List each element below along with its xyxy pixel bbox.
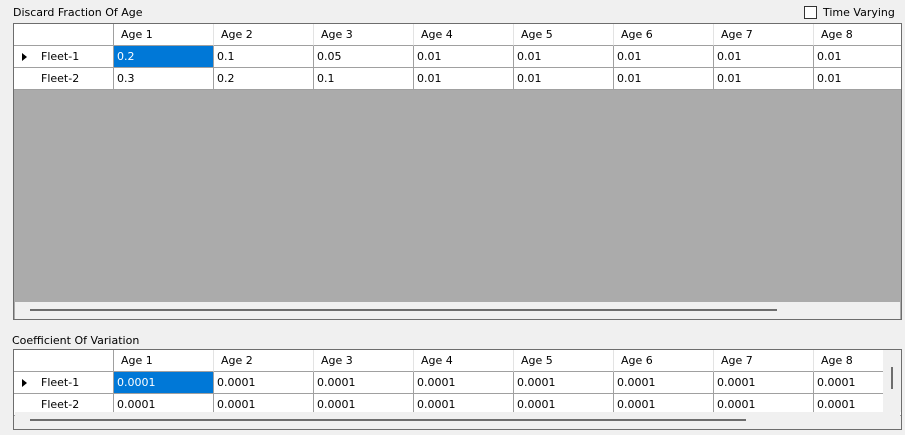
- discard-cell[interactable]: 0.01: [614, 68, 714, 90]
- discard-cell[interactable]: 0.01: [714, 46, 814, 68]
- current-row-arrow-icon: [22, 379, 27, 387]
- discard-grid-scroll-thumb[interactable]: [30, 309, 777, 311]
- discard-row-label: Fleet-2: [41, 72, 80, 85]
- discard-cell[interactable]: 0.3: [114, 68, 214, 90]
- cov-grid-vertical-scrollbar[interactable]: [883, 350, 901, 412]
- cov-column-header-4[interactable]: Age 4: [414, 350, 514, 372]
- cov-column-header-6[interactable]: Age 6: [614, 350, 714, 372]
- discard-cell[interactable]: 0.01: [614, 46, 714, 68]
- discard-column-header-4[interactable]: Age 4: [414, 24, 514, 46]
- cov-row-label: Fleet-2: [41, 398, 80, 411]
- discard-cell[interactable]: 0.01: [714, 68, 814, 90]
- cov-column-header-1[interactable]: Age 1: [114, 350, 214, 372]
- discard-cell[interactable]: 0.2: [214, 68, 314, 90]
- discard-row-label: Fleet-1: [41, 50, 80, 63]
- cov-cell[interactable]: 0.0001: [414, 372, 514, 394]
- discard-column-header-3[interactable]: Age 3: [314, 24, 414, 46]
- coefficient-variation-grid[interactable]: Age 1 Age 2 Age 3 Age 4 Age 5 Age 6 Age 7 Age 8…: [13, 349, 902, 430]
- discard-cell[interactable]: 0.01: [414, 68, 514, 90]
- cov-column-header-3[interactable]: Age 3: [314, 350, 414, 372]
- discard-row-header-2[interactable]: Fleet-2: [14, 68, 114, 90]
- discard-cell[interactable]: 0.2: [114, 46, 214, 68]
- time-varying-label: Time Varying: [823, 6, 895, 19]
- grid-corner-header: [14, 350, 114, 372]
- current-row-arrow-icon: [22, 53, 27, 61]
- discard-cell[interactable]: 0.01: [414, 46, 514, 68]
- discard-cell[interactable]: 0.01: [514, 46, 614, 68]
- cov-cell[interactable]: 0.0001: [414, 394, 514, 416]
- time-varying-checkbox[interactable]: [804, 6, 817, 19]
- discard-cell[interactable]: 0.05: [314, 46, 414, 68]
- cov-cell[interactable]: 0.0001: [514, 372, 614, 394]
- discard-column-header-7[interactable]: Age 7: [714, 24, 814, 46]
- discard-row-header-1[interactable]: Fleet-1: [14, 46, 114, 68]
- cov-column-header-8[interactable]: Age 8: [814, 350, 901, 372]
- cov-grid-scroll-thumb[interactable]: [30, 419, 746, 421]
- cov-cell[interactable]: 0.0001: [314, 372, 414, 394]
- cov-column-header-5[interactable]: Age 5: [514, 350, 614, 372]
- discard-column-header-1[interactable]: Age 1: [114, 24, 214, 46]
- discard-column-header-5[interactable]: Age 5: [514, 24, 614, 46]
- cov-column-header-7[interactable]: Age 7: [714, 350, 814, 372]
- grid-corner-header: [14, 24, 114, 46]
- cov-cell[interactable]: 0.0001: [114, 372, 214, 394]
- cov-row-label: Fleet-1: [41, 376, 80, 389]
- discard-cell[interactable]: 0.01: [514, 68, 614, 90]
- cov-grid-vertical-scroll-thumb[interactable]: [891, 367, 893, 389]
- discard-cell[interactable]: 0.1: [314, 68, 414, 90]
- discard-fraction-grid[interactable]: Age 1 Age 2 Age 3 Age 4 Age 5 Age 6 Age 7 Age 8…: [13, 23, 902, 320]
- time-varying-checkbox-group[interactable]: Time Varying: [804, 6, 895, 19]
- discard-grid-horizontal-scrollbar[interactable]: [15, 302, 900, 319]
- cov-grid-horizontal-scrollbar[interactable]: [15, 412, 900, 429]
- discard-column-header-8[interactable]: Age 8: [814, 24, 901, 46]
- cov-row-header-2[interactable]: Fleet-2: [14, 394, 114, 416]
- cov-cell[interactable]: 0.0001: [214, 372, 314, 394]
- discard-cell[interactable]: 0.01: [814, 68, 901, 90]
- cov-cell[interactable]: 0.0001: [714, 372, 814, 394]
- cov-column-header-2[interactable]: Age 2: [214, 350, 314, 372]
- cov-cell[interactable]: 0.0001: [614, 372, 714, 394]
- discard-column-header-2[interactable]: Age 2: [214, 24, 314, 46]
- discard-fraction-title: Discard Fraction Of Age: [13, 6, 143, 19]
- discard-cell[interactable]: 0.1: [214, 46, 314, 68]
- discard-cell[interactable]: 0.01: [814, 46, 901, 68]
- coefficient-variation-title: Coefficient Of Variation: [12, 334, 140, 347]
- discard-column-header-6[interactable]: Age 6: [614, 24, 714, 46]
- cov-cell[interactable]: 0.0001: [814, 372, 901, 394]
- cov-row-header-1[interactable]: Fleet-1: [14, 372, 114, 394]
